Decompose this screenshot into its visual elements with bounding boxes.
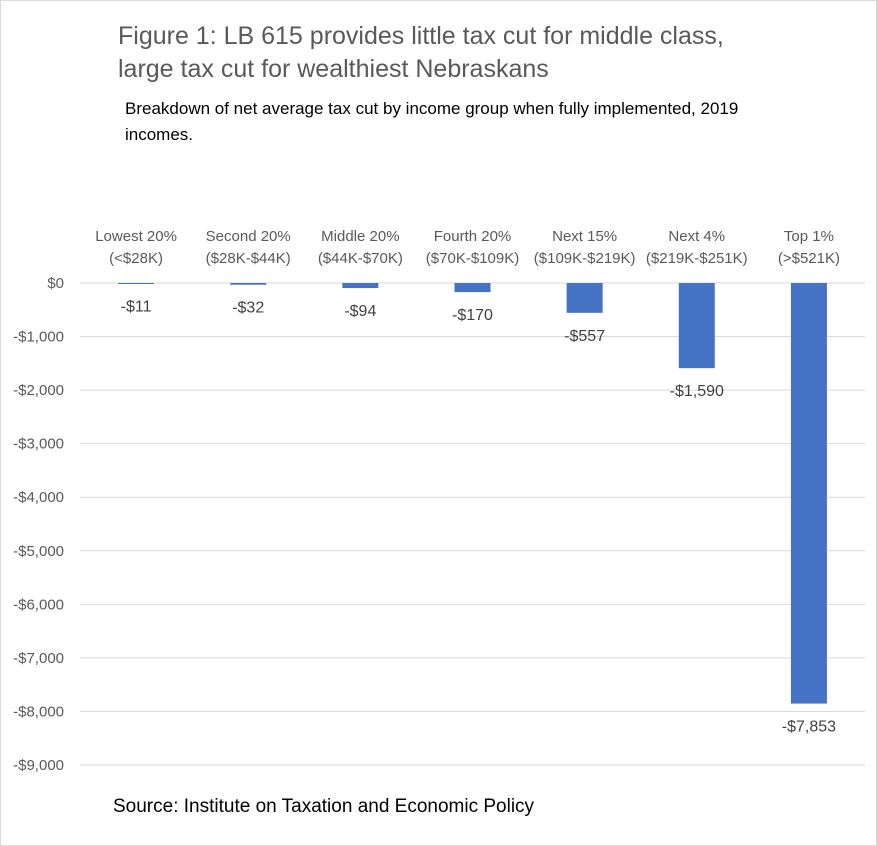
category-label: Next 4%: [668, 228, 725, 245]
data-labels: -$11 -$32 -$94 -$170 -$557 -$1,590 -$7,853: [121, 299, 837, 736]
category-label: ($109K-$219K): [534, 250, 636, 267]
data-label: -$94: [344, 303, 376, 320]
category-label: ($219K-$251K): [646, 250, 748, 267]
category-label: Middle 20%: [321, 228, 399, 245]
bar: [230, 283, 267, 285]
bar: [566, 283, 603, 313]
bar: [678, 283, 715, 369]
source-note: Source: Institute on Taxation and Econom…: [113, 796, 535, 817]
data-label: -$1,590: [670, 383, 724, 400]
y-tick-label: -$1,000: [13, 329, 64, 346]
y-tick-label: -$8,000: [13, 703, 64, 720]
data-label: -$32: [232, 300, 264, 317]
y-axis-tick-labels: $0 -$1,000 -$2,000 -$3,000 -$4,000 -$5,000 -$6…: [13, 275, 64, 774]
category-label: ($70K-$109K): [426, 250, 519, 267]
bars: [118, 283, 827, 704]
y-tick-label: -$6,000: [13, 596, 64, 613]
category-label: Lowest 20%: [95, 228, 177, 245]
y-tick-label: -$7,000: [13, 650, 64, 667]
bar: [118, 283, 155, 284]
chart-subtitle: Breakdown of net average tax cut by inco…: [125, 99, 739, 144]
chart-title-line-1: Figure 1: LB 615 provides little tax cut…: [118, 22, 724, 50]
data-label: -$11: [121, 299, 152, 316]
category-label: (>$521K): [778, 250, 840, 267]
chart-title-line-2: large tax cut for wealthiest Nebraskans: [118, 55, 549, 83]
y-tick-label: -$9,000: [13, 757, 64, 774]
y-tick-label: -$2,000: [13, 382, 64, 399]
data-label: -$170: [452, 307, 493, 324]
category-label: Fourth 20%: [434, 228, 512, 245]
category-label: Next 15%: [552, 228, 617, 245]
category-label: Second 20%: [206, 228, 291, 245]
category-label: ($44K-$70K): [318, 250, 403, 267]
category-label: (<$28K): [109, 250, 163, 267]
y-tick-label: $0: [47, 275, 64, 292]
category-label: Top 1%: [784, 228, 834, 245]
bar: [454, 283, 491, 293]
y-tick-label: -$3,000: [13, 436, 64, 453]
bar: [342, 283, 379, 289]
data-label: -$7,853: [782, 719, 836, 736]
bar: [790, 283, 827, 704]
category-label: ($28K-$44K): [206, 250, 291, 267]
y-tick-label: -$4,000: [13, 489, 64, 506]
gridlines: [80, 282, 865, 766]
y-tick-label: -$5,000: [13, 543, 64, 560]
chart-title: Figure 1: LB 615 provides little tax cut…: [118, 20, 858, 86]
category-labels: Lowest 20% (<$28K) Second 20% ($28K-$44K) Mi…: [95, 228, 840, 267]
data-label: -$557: [564, 328, 605, 345]
